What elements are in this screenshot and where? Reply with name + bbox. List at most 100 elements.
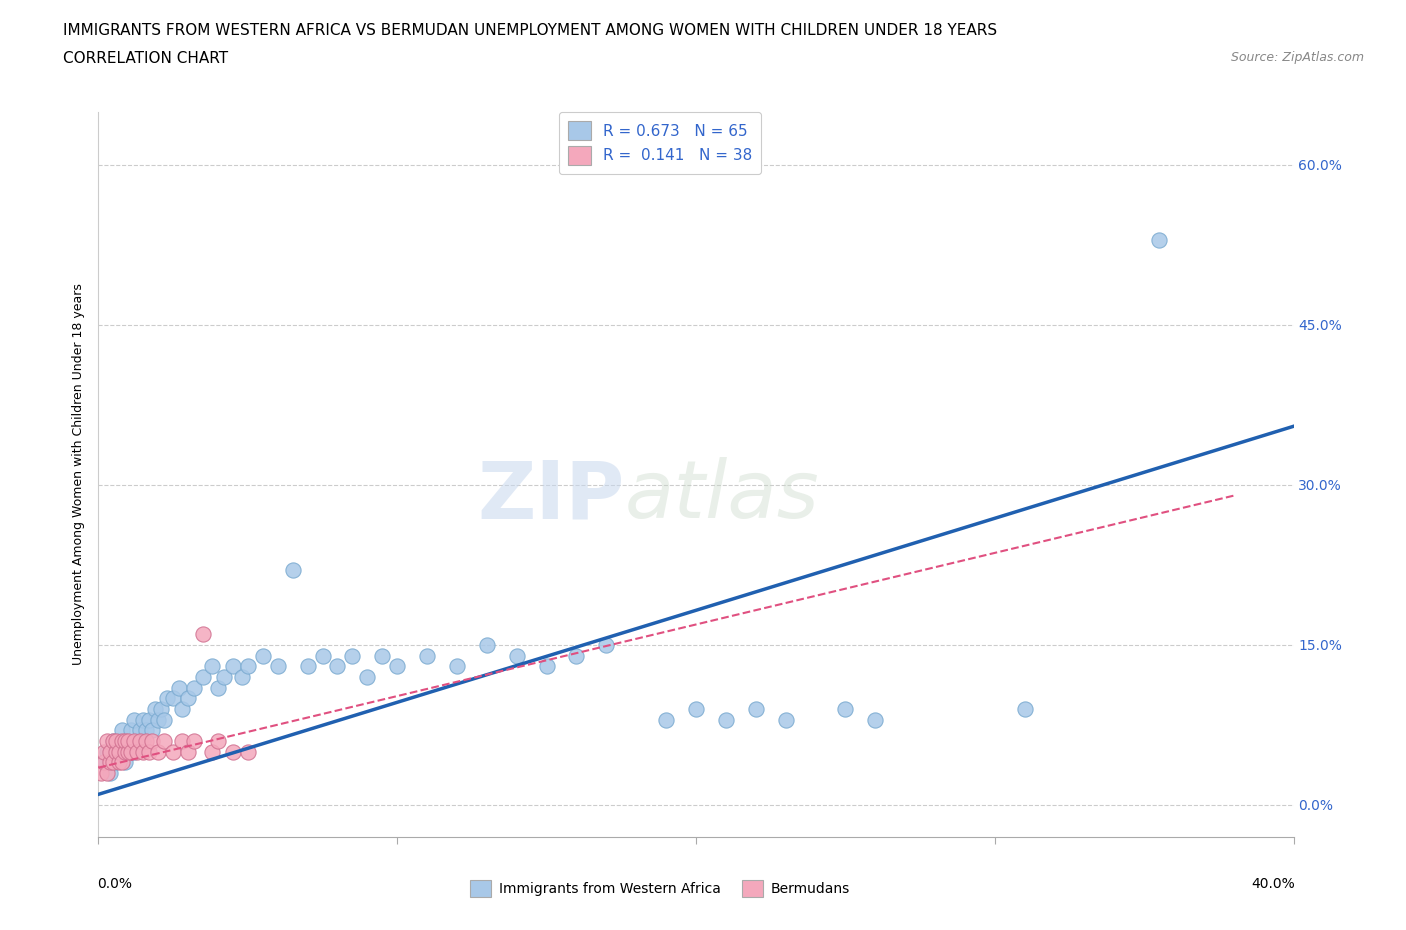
Point [93,744,115,759]
Point [132,712,155,727]
Point [117,744,139,759]
Point [183,734,205,749]
Point [117,734,139,749]
Point [385,658,409,673]
Point [98,755,122,770]
Point [267,658,290,673]
Point [222,744,245,759]
Point [475,638,498,653]
Point [143,701,166,716]
Point [191,627,214,642]
Point [207,680,229,695]
Point [865,712,887,727]
Point [222,658,245,673]
Point [252,648,274,663]
Point [105,755,128,770]
Text: 40.0%: 40.0% [1251,877,1295,891]
Point [129,723,152,737]
Point [96,744,118,759]
Point [371,648,394,663]
Point [153,734,176,749]
Text: 0.0%: 0.0% [97,877,132,891]
Point [156,691,179,706]
Point [132,744,155,759]
Point [138,712,160,727]
Point [212,670,235,684]
Point [177,691,200,706]
Point [141,734,163,749]
Point [127,744,149,759]
Point [565,648,588,663]
Point [90,765,112,780]
Point [297,658,319,673]
Point [506,648,529,663]
Legend: Immigrants from Western Africa, Bermudans: Immigrants from Western Africa, Bermudan… [464,874,856,903]
Point [111,755,134,770]
Point [207,734,229,749]
Text: atlas: atlas [624,457,820,535]
Point [236,744,259,759]
Point [93,755,115,770]
Point [96,765,118,780]
Point [124,712,146,727]
Point [105,744,128,759]
Point [201,744,224,759]
Point [655,712,678,727]
Point [108,744,131,759]
Point [108,755,131,770]
Text: Source: ZipAtlas.com: Source: ZipAtlas.com [1230,51,1364,64]
Point [595,638,617,653]
Point [103,755,125,770]
Point [124,744,146,759]
Point [105,734,128,749]
Point [834,701,856,716]
Point [114,744,136,759]
Point [111,723,134,737]
Point [745,701,768,716]
Point [167,680,190,695]
Point [162,744,184,759]
Point [135,734,157,749]
Point [162,691,184,706]
Point [141,723,163,737]
Point [183,680,205,695]
Point [1147,232,1170,247]
Point [356,670,378,684]
Text: CORRELATION CHART: CORRELATION CHART [63,51,228,66]
Point [172,734,194,749]
Point [98,765,122,780]
Point [124,734,146,749]
Point [111,744,134,759]
Point [536,658,558,673]
Point [117,744,139,759]
Point [177,744,200,759]
Point [775,712,797,727]
Point [96,734,118,749]
Point [148,712,170,727]
Point [148,744,170,759]
Point [281,563,304,578]
Point [150,701,173,716]
Point [236,658,259,673]
Point [311,648,333,663]
Point [446,658,468,673]
Point [231,670,253,684]
Point [201,658,224,673]
Point [114,734,136,749]
Point [93,755,115,770]
Point [416,648,439,663]
Point [191,670,214,684]
Point [138,744,160,759]
Point [120,723,142,737]
Point [714,712,737,727]
Point [117,734,139,749]
Point [132,734,155,749]
Point [342,648,364,663]
Point [103,734,125,749]
Point [114,755,136,770]
Point [172,701,194,716]
Point [685,701,707,716]
Point [153,712,176,727]
Point [108,734,131,749]
Point [129,734,152,749]
